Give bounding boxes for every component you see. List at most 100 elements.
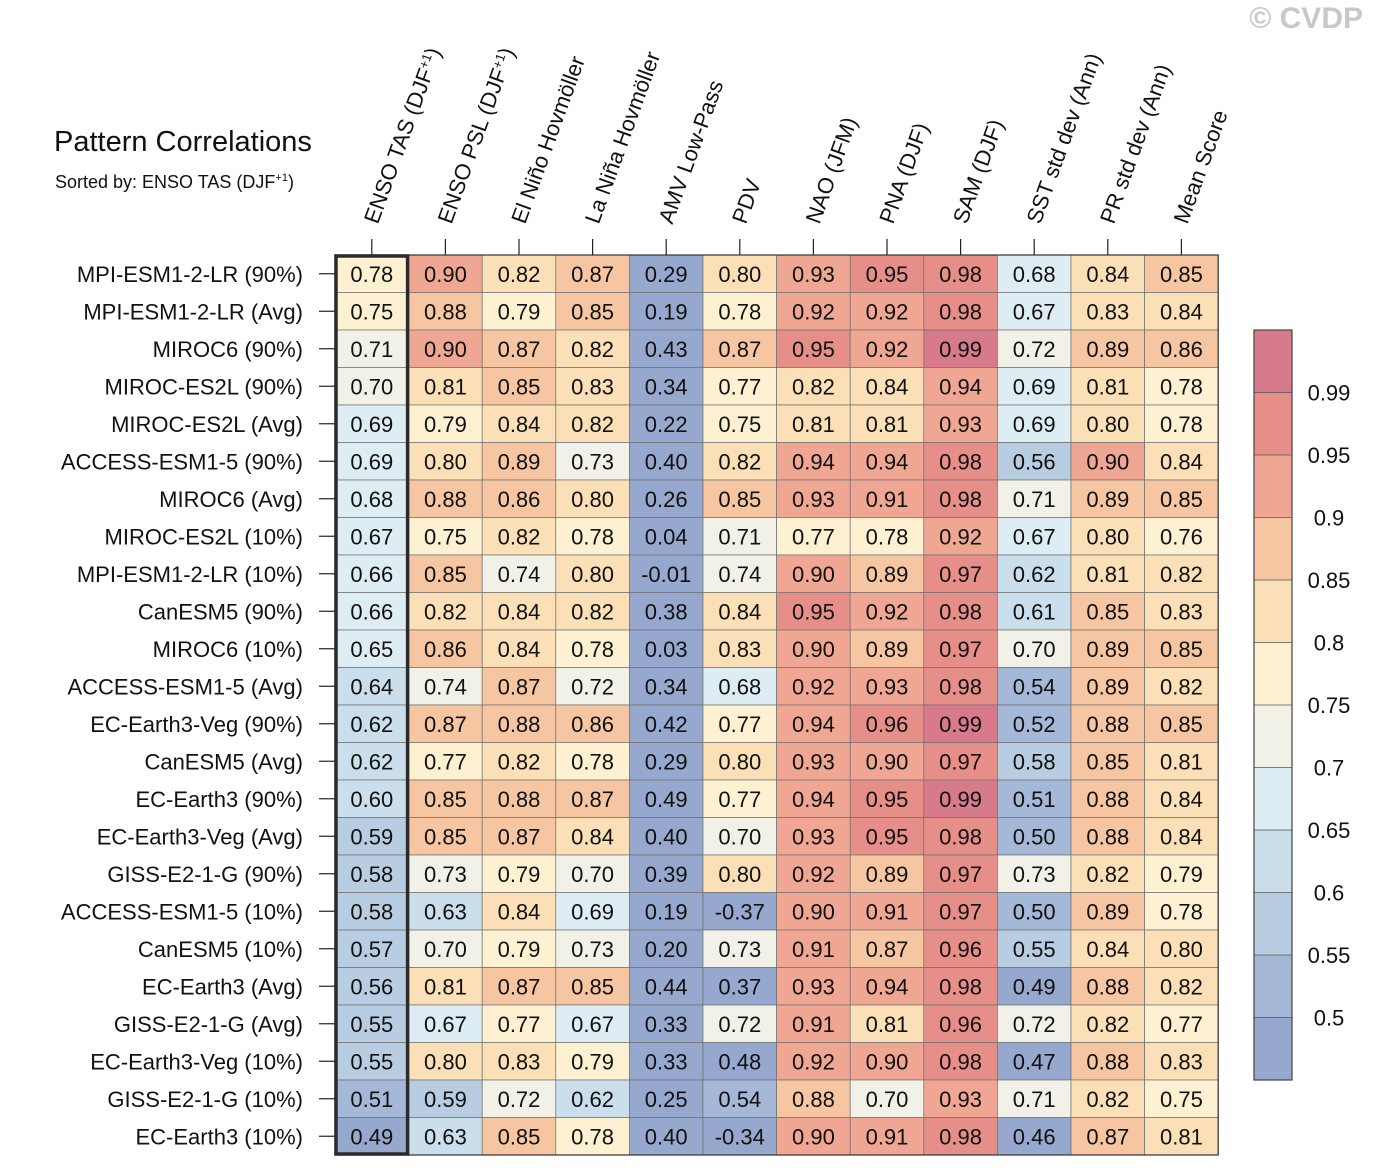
cell-value: 0.85 — [1160, 487, 1203, 512]
cell-value: 0.91 — [792, 937, 835, 962]
cell-value: 0.29 — [645, 749, 688, 774]
cell-value: 0.97 — [939, 749, 982, 774]
heatmap-cell — [702, 404, 777, 443]
row-label: EC-Earth3-Veg (90%) — [90, 712, 303, 737]
cell-value: 0.79 — [498, 299, 541, 324]
cell-value: 0.88 — [424, 487, 467, 512]
cell-value: 0.77 — [718, 712, 761, 737]
heatmap-cell — [849, 254, 925, 293]
heatmap-cell — [481, 704, 557, 743]
cell-value: 0.88 — [1086, 712, 1129, 737]
heatmap-cell — [997, 1117, 1072, 1156]
cell-value: 0.59 — [350, 824, 393, 849]
cell-value: 0.95 — [866, 262, 909, 287]
cell-value: 0.67 — [350, 524, 393, 549]
heatmap-cell — [1144, 742, 1219, 781]
cell-value: 0.81 — [1086, 374, 1129, 399]
heatmap-cell — [776, 667, 851, 706]
cell-value: 0.46 — [1013, 1124, 1056, 1149]
cell-value: 0.96 — [866, 712, 909, 737]
column-label: ENSO TAS (DJF+1) — [359, 44, 446, 227]
cell-value: 0.58 — [1013, 749, 1056, 774]
cell-value: 0.90 — [424, 262, 467, 287]
cell-value: 0.79 — [1160, 862, 1203, 887]
cell-value: 0.90 — [424, 337, 467, 362]
heatmap-cell — [555, 1117, 630, 1156]
heatmap-cell — [334, 329, 409, 368]
heatmap-cell — [334, 779, 409, 818]
cell-value: 0.92 — [792, 674, 835, 699]
cell-value: 0.81 — [424, 374, 467, 399]
cell-value: 0.75 — [424, 524, 467, 549]
cell-value: 0.85 — [1160, 712, 1203, 737]
heatmap-cell — [849, 817, 925, 856]
cell-value: 0.84 — [498, 412, 541, 437]
cell-value: 0.89 — [866, 862, 909, 887]
cell-value: 0.82 — [1160, 674, 1203, 699]
column-label: NAO (JFM) — [801, 114, 863, 227]
cell-value: 0.81 — [424, 974, 467, 999]
cell-value: 0.40 — [645, 449, 688, 474]
cell-value: 0.67 — [571, 1012, 614, 1037]
heatmap-cell — [702, 1079, 777, 1118]
heatmap-cell — [481, 404, 557, 443]
heatmap-cell — [1144, 629, 1219, 668]
cell-value: 0.78 — [1160, 412, 1203, 437]
heatmap-cell — [702, 967, 777, 1006]
colorbar-segment — [1254, 580, 1292, 643]
heatmap-cell — [849, 929, 925, 968]
heatmap-cell — [629, 329, 704, 368]
cell-value: 0.93 — [866, 674, 909, 699]
row-label: CanESM5 (Avg) — [144, 749, 303, 774]
heatmap-cell — [776, 854, 851, 893]
colorbar-label: 0.9 — [1314, 506, 1345, 531]
heatmap-cell — [629, 442, 704, 481]
heatmap-cell — [849, 779, 925, 818]
cell-value: 0.85 — [1160, 637, 1203, 662]
cell-value: 0.80 — [571, 562, 614, 587]
cell-value: 0.92 — [792, 1049, 835, 1074]
cell-value: 0.98 — [939, 487, 982, 512]
heatmap-cell — [481, 629, 557, 668]
cell-value: 0.80 — [1086, 524, 1129, 549]
heatmap-cell — [408, 592, 483, 631]
cell-value: 0.82 — [1086, 1087, 1129, 1112]
cell-value: 0.49 — [1013, 974, 1056, 999]
cell-value: 0.52 — [1013, 712, 1056, 737]
heatmap-cell — [1144, 1042, 1219, 1081]
cell-value: 0.82 — [498, 524, 541, 549]
row-label: MIROC6 (90%) — [153, 337, 303, 362]
cell-value: 0.92 — [866, 337, 909, 362]
heatmap-cell — [997, 329, 1072, 368]
colorbar-label: 0.8 — [1314, 631, 1345, 656]
heatmap-cell — [997, 929, 1072, 968]
cell-value: 0.49 — [350, 1124, 393, 1149]
heatmap-cell — [702, 742, 777, 781]
cell-value: 0.84 — [571, 824, 614, 849]
heatmap-cell — [1070, 779, 1145, 818]
cell-value: 0.78 — [571, 749, 614, 774]
cell-value: 0.04 — [645, 524, 688, 549]
heatmap-cell — [1070, 517, 1145, 556]
row-label: MPI-ESM1-2-LR (Avg) — [83, 299, 303, 324]
heatmap-cell — [481, 592, 557, 631]
cell-value: 0.67 — [1013, 299, 1056, 324]
cell-value: 0.44 — [645, 974, 688, 999]
cell-value: 0.73 — [571, 937, 614, 962]
heatmap-cell — [997, 554, 1072, 593]
cell-value: 0.98 — [939, 1124, 982, 1149]
heatmap-cell — [408, 329, 483, 368]
heatmap-cell — [702, 779, 777, 818]
heatmap-cell — [629, 704, 704, 743]
heatmap-cell — [1144, 329, 1219, 368]
heatmap-cell — [629, 404, 704, 443]
cell-value: 0.37 — [718, 974, 761, 999]
heatmap-cell — [776, 1004, 851, 1043]
cell-value: 0.48 — [718, 1049, 761, 1074]
cell-value: 0.19 — [645, 899, 688, 924]
heatmap-cell — [776, 929, 851, 968]
cell-value: 0.98 — [939, 262, 982, 287]
subtitle-suffix: ) — [287, 172, 294, 192]
cell-value: 0.84 — [1086, 937, 1129, 962]
cell-value: 0.67 — [1013, 524, 1056, 549]
